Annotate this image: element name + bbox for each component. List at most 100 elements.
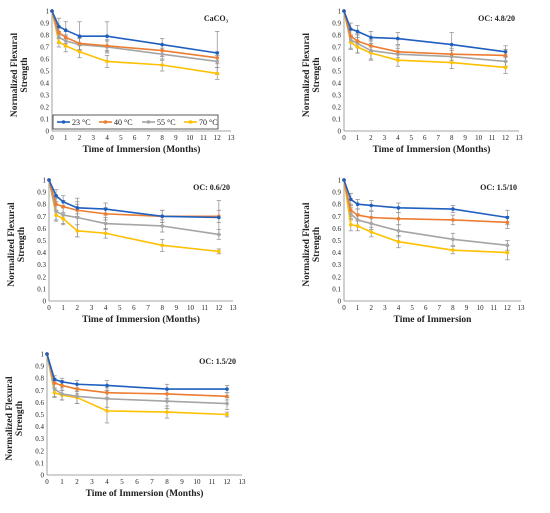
- x-tick-label: 12: [224, 478, 232, 486]
- y-tick-label: 0.2: [35, 447, 44, 455]
- data-point: [215, 51, 220, 55]
- data-point: [451, 248, 455, 252]
- x-tick-label: 8: [160, 304, 164, 312]
- panel-title: OC: 1.5/20: [199, 357, 236, 366]
- x-tick-label: 10: [475, 134, 483, 142]
- data-point: [396, 239, 401, 244]
- x-tick-label: 2: [75, 478, 79, 486]
- y-tick-label: 0.7: [332, 213, 341, 221]
- x-tick-label: 13: [518, 304, 526, 312]
- x-tick-label: 7: [438, 304, 442, 312]
- data-point: [160, 224, 165, 228]
- data-point: [355, 45, 360, 49]
- y-tick-label: 0.2: [37, 273, 46, 281]
- data-point: [503, 59, 508, 64]
- x-tick-label: 12: [502, 134, 510, 142]
- y-tick-label: 1: [43, 177, 47, 185]
- x-tick-label: 3: [90, 478, 94, 486]
- y-tick-label: 0.9: [332, 20, 341, 28]
- y-tick-label: 0.4: [332, 80, 341, 88]
- y-axis-label: Normalized FlexuralStrength: [5, 376, 25, 461]
- data-point: [451, 207, 455, 211]
- data-point: [342, 9, 346, 13]
- data-point: [217, 215, 221, 220]
- legend-item: 55 °C: [142, 118, 176, 127]
- x-tick-label: 5: [120, 478, 124, 486]
- y-axis-label-line: Strength: [17, 226, 27, 262]
- y-tick-label: 0.1: [37, 285, 46, 293]
- y-axis-label-line: Normalized Flexural: [5, 376, 15, 461]
- y-axis-label-line: Strength: [312, 226, 322, 262]
- x-tick-label: 10: [186, 134, 194, 142]
- data-point: [160, 42, 164, 47]
- y-axis-label-line: Strength: [15, 400, 25, 436]
- x-tick-label: 10: [194, 478, 202, 486]
- data-point: [61, 204, 65, 209]
- data-point: [505, 215, 510, 220]
- y-axis-label: Normalized FlexuralStrength: [10, 33, 30, 118]
- error-bars: [348, 218, 510, 261]
- x-tick-label: 9: [180, 478, 184, 486]
- y-tick-label: 0.9: [332, 189, 341, 197]
- y-tick-label: 0.9: [37, 189, 46, 197]
- y-tick-label: 0.4: [332, 249, 341, 257]
- panel-title: OC: 1.5/10: [480, 183, 517, 192]
- x-tick-label: 8: [450, 134, 454, 142]
- data-point: [77, 50, 82, 54]
- data-point: [57, 40, 61, 44]
- legend-label: 70 °C: [199, 118, 218, 127]
- y-tick-label: 0.5: [332, 237, 341, 245]
- data-point: [225, 412, 229, 417]
- data-point: [215, 56, 220, 60]
- data-point: [105, 409, 109, 413]
- y-tick-label: 1: [338, 177, 342, 185]
- y-tick-label: 0.5: [37, 237, 46, 245]
- legend-swatch-marker: [103, 120, 108, 124]
- data-point: [396, 229, 401, 233]
- y-tick-label: 0.4: [37, 249, 46, 257]
- data-point: [60, 380, 64, 384]
- x-tick-label: 13: [239, 478, 247, 486]
- data-point: [63, 28, 68, 32]
- y-tick-label: 1: [338, 8, 342, 16]
- data-point: [348, 34, 353, 38]
- y-tick-label: 0.3: [332, 261, 341, 269]
- data-point: [77, 34, 82, 38]
- data-point: [355, 202, 360, 206]
- x-tick-label: 9: [463, 134, 467, 142]
- x-tick-label: 3: [90, 304, 94, 312]
- x-axis-label: Time of Immersion (Months): [82, 314, 200, 325]
- data-point: [355, 213, 360, 217]
- legend-item: 23 °C: [57, 118, 91, 127]
- data-point: [165, 410, 169, 414]
- y-tick-label: 0: [338, 128, 342, 136]
- data-point: [77, 41, 82, 46]
- data-point: [348, 27, 353, 31]
- x-tick-label: 5: [410, 134, 414, 142]
- y-tick-label: 0.9: [40, 20, 49, 28]
- data-point: [165, 399, 169, 403]
- data-point: [105, 396, 109, 401]
- data-point: [369, 203, 374, 208]
- y-tick-label: 0.5: [35, 411, 44, 419]
- panel-title: OC: 0.6/20: [193, 183, 230, 192]
- x-tick-label: 8: [165, 478, 169, 486]
- data-point: [105, 390, 109, 395]
- data-point: [503, 65, 508, 70]
- data-point: [63, 35, 68, 40]
- y-axis-label: Normalized FlexuralStrength: [7, 202, 27, 287]
- data-point: [105, 34, 109, 38]
- y-tick-label: 0.3: [35, 435, 44, 443]
- x-tick-label: 2: [369, 304, 373, 312]
- x-tick-label: 12: [215, 304, 223, 312]
- x-tick-label: 7: [436, 134, 440, 142]
- x-tick-label: 8: [160, 134, 164, 142]
- data-point: [75, 387, 79, 391]
- x-tick-label: 13: [230, 304, 238, 312]
- chart-panel-5: 00.10.20.30.40.50.60.70.80.910 1 2 3 4 5 6 7 8 9 1…: [5, 351, 246, 500]
- y-tick-label: 0.3: [40, 92, 49, 100]
- x-tick-label: 1: [356, 304, 360, 312]
- legend-label: 23 °C: [72, 118, 91, 127]
- y-tick-label: 1: [46, 8, 50, 16]
- x-tick-label: 1: [356, 134, 360, 142]
